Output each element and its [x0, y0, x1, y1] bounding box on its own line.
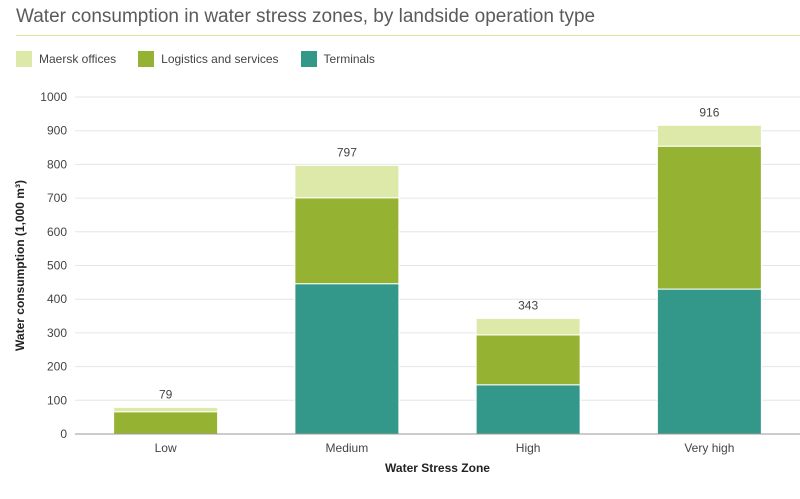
bars [113, 124, 762, 435]
legend-swatch-terminals [300, 51, 317, 67]
bar-segment-terminals[interactable] [656, 288, 762, 435]
y-tick-label: 200 [47, 360, 67, 374]
y-tick-label: 400 [47, 292, 67, 306]
y-tick-label: 900 [47, 124, 67, 138]
total-value-label: 916 [699, 105, 719, 119]
bar-segment-logistics-and-services[interactable] [475, 334, 581, 386]
x-tick-label: Low [155, 441, 177, 455]
y-axis-ticks: 0 100 200 300 400 500 600 700 800 900 1000 [40, 90, 67, 441]
y-axis-label: Water consumption (1,000 m³) [13, 180, 27, 351]
y-tick-label: 700 [47, 191, 67, 205]
legend-label: Maersk offices [39, 52, 117, 66]
bar-segment-maersk-offices[interactable] [294, 164, 400, 199]
bar-segment-logistics-and-services[interactable] [294, 197, 400, 285]
bar-segment-logistics-and-services[interactable] [113, 411, 219, 435]
total-value-label: 797 [337, 145, 357, 159]
y-tick-label: 500 [47, 259, 67, 273]
bar-segment-terminals[interactable] [475, 384, 581, 435]
y-tick-label: 800 [47, 157, 67, 171]
legend-item-logistics-and-services[interactable]: Logistics and services [138, 51, 279, 67]
legend-label: Terminals [323, 52, 375, 66]
total-labels: 79 797 343 916 [159, 105, 720, 401]
legend-item-terminals[interactable]: Terminals [300, 51, 375, 67]
y-tick-label: 0 [60, 427, 67, 441]
x-tick-label: Medium [326, 441, 369, 455]
legend-item-maersk-offices[interactable]: Maersk offices [16, 51, 116, 67]
x-tick-label: High [516, 441, 541, 455]
x-axis-label: Water Stress Zone [385, 461, 490, 475]
bar-segment-maersk-offices[interactable] [656, 124, 762, 147]
legend-swatch-maersk-offices [16, 51, 32, 67]
legend: Maersk offices Logistics and services Te… [16, 51, 397, 67]
total-value-label: 79 [159, 387, 173, 401]
x-tick-label: Very high [684, 441, 734, 455]
bar-segment-maersk-offices[interactable] [113, 406, 219, 413]
y-tick-label: 1000 [40, 90, 67, 104]
chart-title: Water consumption in water stress zones,… [16, 6, 596, 27]
title-divider [16, 35, 800, 36]
y-tick-label: 100 [47, 393, 67, 407]
y-tick-label: 600 [47, 225, 67, 239]
bar-segment-terminals[interactable] [294, 283, 400, 435]
bar-segment-logistics-and-services[interactable] [656, 145, 762, 290]
bar-segment-maersk-offices[interactable] [475, 317, 581, 336]
x-axis-ticks: Low Medium High Very high [155, 441, 735, 455]
legend-label: Logistics and services [161, 52, 279, 66]
y-tick-label: 300 [47, 326, 67, 340]
legend-swatch-logistics-and-services [138, 51, 155, 67]
total-value-label: 343 [518, 298, 538, 312]
